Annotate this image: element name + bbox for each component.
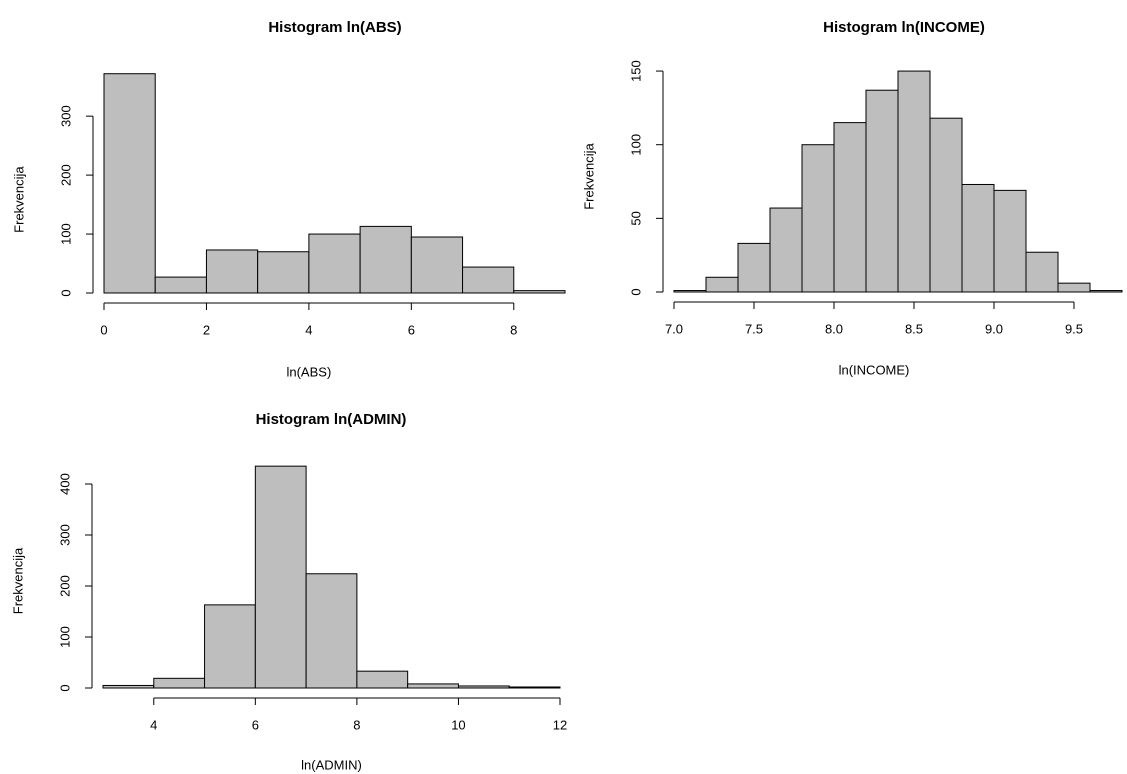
histogram-bar [359, 225, 412, 294]
x-axis-label: ln(ADMIN) [301, 757, 362, 772]
y-tick-label: 0 [628, 288, 643, 295]
histogram-bar [865, 89, 899, 293]
y-tick-label: 300 [58, 105, 73, 127]
histogram-bar [205, 249, 259, 294]
x-tick-label: 7.0 [665, 321, 683, 336]
x-tick-label: 0 [100, 322, 107, 337]
histogram-bar [961, 183, 995, 293]
y-tick-label: 0 [57, 684, 72, 691]
histogram-bar [1025, 251, 1059, 293]
histogram-bar [410, 236, 464, 294]
histogram-bar [929, 117, 963, 293]
histogram-bar [737, 242, 771, 293]
x-tick-label: 4 [150, 717, 157, 732]
x-tick-label: 10 [451, 717, 465, 732]
y-tick-label: 50 [628, 211, 643, 225]
histogram-bar [254, 465, 307, 689]
histogram-bar [356, 670, 409, 689]
histogram-bar [993, 189, 1027, 293]
y-axis-label: Frekvencija [10, 547, 25, 614]
x-tick-label: 8.0 [825, 321, 843, 336]
y-axis-label: Frekvencija [581, 143, 596, 210]
x-tick-label: 9.5 [1065, 321, 1083, 336]
histogram-bar [705, 276, 739, 293]
x-tick-label: 9.0 [985, 321, 1003, 336]
y-tick-label: 400 [57, 473, 72, 495]
histogram-bar [1057, 282, 1091, 293]
x-tick-label: 2 [203, 322, 210, 337]
histogram-bar [153, 677, 206, 689]
histogram-bar [305, 573, 358, 689]
chart-title: Histogram ln(ADMIN) [256, 411, 407, 428]
histogram-bar [457, 685, 510, 689]
x-axis-label: ln(INCOME) [839, 362, 910, 377]
histogram-bar [407, 683, 459, 689]
x-tick-label: 6 [408, 322, 415, 337]
histogram-bar [462, 266, 515, 294]
chart-title: Histogram ln(ABS) [268, 19, 401, 36]
histogram-bar [154, 276, 207, 294]
histogram-bar [204, 604, 256, 689]
x-tick-label: 8 [353, 717, 360, 732]
y-tick-label: 100 [58, 223, 73, 245]
histogram-bar [103, 73, 156, 294]
histogram-bar [769, 207, 803, 293]
histogram-bar [257, 251, 310, 294]
histogram-bar [513, 290, 566, 294]
y-tick-label: 100 [57, 626, 72, 648]
y-tick-label: 0 [58, 289, 73, 296]
x-tick-label: 6 [252, 717, 259, 732]
y-tick-label: 150 [628, 60, 643, 82]
y-tick-label: 200 [58, 164, 73, 186]
histogram-bar [673, 290, 707, 293]
x-tick-label: 8.5 [905, 321, 923, 336]
x-tick-label: 12 [553, 717, 567, 732]
y-axis-label: Frekvencija [11, 166, 26, 233]
y-tick-label: 200 [57, 575, 72, 597]
histogram-bar [801, 144, 835, 293]
histogram-bar [308, 233, 361, 294]
histogram-bar [508, 686, 561, 689]
chart-title: Histogram ln(INCOME) [823, 19, 985, 36]
y-tick-label: 300 [57, 524, 72, 546]
x-tick-label: 4 [305, 322, 312, 337]
histogram-bar [1089, 290, 1123, 293]
y-tick-label: 100 [628, 134, 643, 156]
x-tick-label: 8 [510, 322, 517, 337]
histogram-bar [897, 70, 931, 293]
histogram-bar [833, 122, 867, 293]
x-axis-label: ln(ABS) [286, 364, 331, 379]
x-tick-label: 7.5 [745, 321, 763, 336]
histogram-bar [102, 684, 155, 689]
